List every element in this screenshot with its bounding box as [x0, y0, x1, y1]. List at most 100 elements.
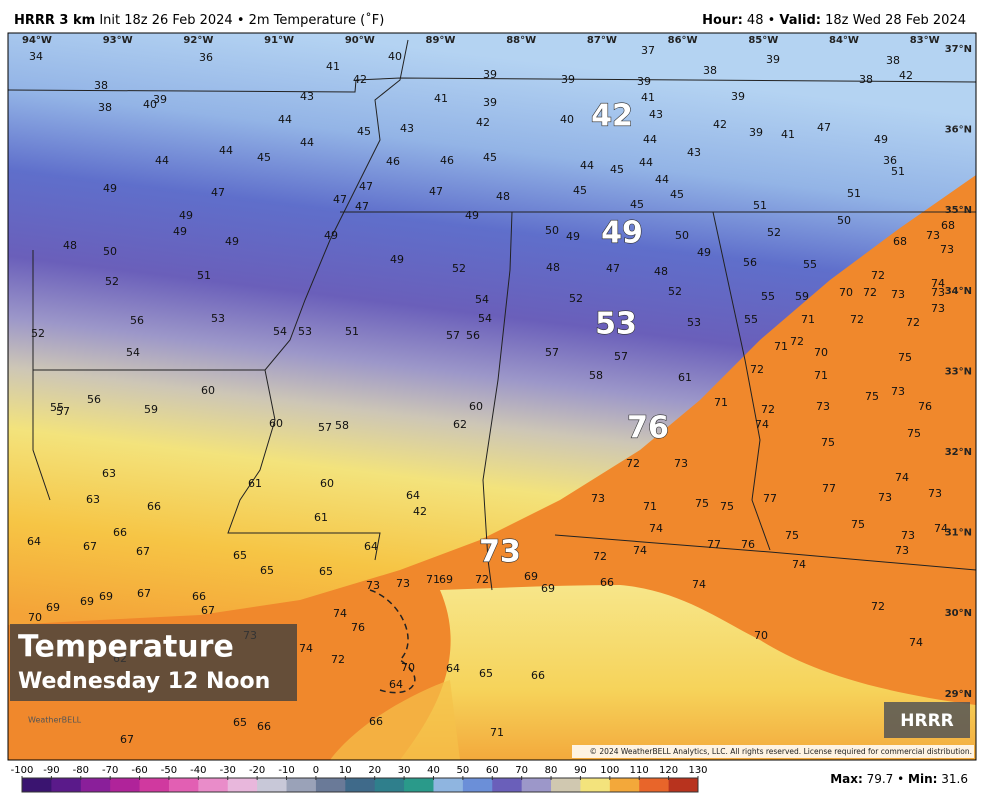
colorbar-swatch: [227, 778, 258, 792]
longitude-label: 88°W: [506, 35, 536, 46]
station-value: 73: [931, 302, 945, 315]
station-value: 38: [886, 54, 900, 67]
station-value: 70: [814, 346, 828, 359]
station-value: 46: [440, 154, 454, 167]
latitude-label: 32°N: [945, 447, 972, 458]
station-value: 70: [28, 611, 42, 624]
station-value: 74: [333, 607, 347, 620]
station-value: 73: [366, 579, 380, 592]
highlight-value: 42: [591, 99, 633, 134]
colorbar-swatch: [22, 778, 52, 792]
colorbar-swatch: [315, 778, 346, 792]
latitude-label: 29°N: [945, 689, 972, 700]
station-value: 68: [941, 219, 955, 232]
station-value: 40: [388, 50, 402, 63]
station-value: 73: [816, 400, 830, 413]
station-value: 77: [707, 538, 721, 551]
colorbar-frame: [21, 777, 699, 793]
station-value: 65: [319, 565, 333, 578]
station-value: 62: [453, 418, 467, 431]
station-value: 45: [483, 151, 497, 164]
station-value: 72: [790, 335, 804, 348]
station-value: 47: [211, 186, 225, 199]
station-value: 64: [364, 540, 378, 553]
station-value: 77: [822, 482, 836, 495]
colorbar-tick-label: 100: [600, 765, 619, 776]
model-badge: HRRR: [900, 711, 954, 731]
colorbar-swatch: [198, 778, 229, 792]
station-value: 66: [369, 715, 383, 728]
station-value: 74: [299, 642, 313, 655]
station-value: 47: [817, 121, 831, 134]
station-value: 69: [439, 573, 453, 586]
station-value: 60: [320, 477, 334, 490]
longitude-label: 84°W: [829, 35, 859, 46]
station-value: 65: [233, 549, 247, 562]
station-value: 61: [248, 477, 262, 490]
station-value: 76: [741, 538, 755, 551]
station-value: 65: [260, 564, 274, 577]
colorbar-tick-label: 130: [688, 765, 707, 776]
station-value: 44: [155, 154, 169, 167]
station-value: 66: [531, 669, 545, 682]
graticule-labels: 94°W 93°W 92°W 91°W 90°W 89°W 88°W 87°W 86°W 85°W…: [22, 35, 972, 700]
colorbar-swatch: [80, 778, 111, 792]
longitude-label: 85°W: [748, 35, 778, 46]
station-value: 70: [401, 661, 415, 674]
station-value: 75: [907, 427, 921, 440]
colorbar-tick-label: -90: [43, 765, 59, 776]
station-value: 56: [130, 314, 144, 327]
copyright: © 2024 WeatherBELL Analytics, LLC. All r…: [590, 747, 972, 756]
station-value: 50: [675, 229, 689, 242]
colorbar-swatch: [433, 778, 464, 792]
station-value: 48: [496, 190, 510, 203]
station-value: 52: [668, 285, 682, 298]
station-value: 69: [524, 570, 538, 583]
sep: •: [897, 772, 904, 786]
overlay-title: Temperature: [18, 630, 234, 665]
colorbar-swatch: [374, 778, 405, 792]
station-value: 51: [753, 199, 767, 212]
station-value: 52: [569, 292, 583, 305]
station-value: 39: [483, 68, 497, 81]
station-value: 47: [429, 185, 443, 198]
min-label: Min:: [908, 772, 937, 786]
station-value: 75: [865, 390, 879, 403]
colorbar-tick-label: -20: [249, 765, 265, 776]
river-border: [227, 39, 409, 561]
station-value: 57: [318, 421, 332, 434]
station-value: 50: [837, 214, 851, 227]
station-value: 74: [649, 522, 663, 535]
model: HRRR 3 km: [14, 13, 95, 28]
station-value: 72: [331, 653, 345, 666]
station-value: 43: [300, 90, 314, 103]
overlay-box: [10, 624, 297, 701]
colorbar-tick-label: 40: [427, 765, 440, 776]
model-badge-box: [884, 702, 970, 738]
station-value: 60: [469, 400, 483, 413]
station-value: 70: [839, 286, 853, 299]
station-value: 54: [478, 312, 492, 325]
station-value: 71: [643, 500, 657, 513]
station-value: 73: [674, 457, 688, 470]
station-value: 68: [893, 235, 907, 248]
station-value: 64: [389, 678, 403, 691]
station-value: 52: [452, 262, 466, 275]
station-value: 71: [801, 313, 815, 326]
station-value: 45: [630, 198, 644, 211]
colorbar-tick-label: -70: [102, 765, 118, 776]
station-value: 42: [899, 69, 913, 82]
station-value: 69: [46, 601, 60, 614]
station-value: 41: [434, 92, 448, 105]
colorbar-swatch: [404, 778, 434, 792]
station-value: 52: [767, 226, 781, 239]
station-value: 67: [136, 545, 150, 558]
station-value: 75: [821, 436, 835, 449]
longitude-label: 92°W: [183, 35, 213, 46]
highlight-value: 76: [627, 411, 669, 446]
station-value: 61: [678, 371, 692, 384]
colorbar-tick-label: 50: [457, 765, 470, 776]
station-value: 44: [278, 113, 292, 126]
hour-label: Hour:: [702, 13, 743, 28]
